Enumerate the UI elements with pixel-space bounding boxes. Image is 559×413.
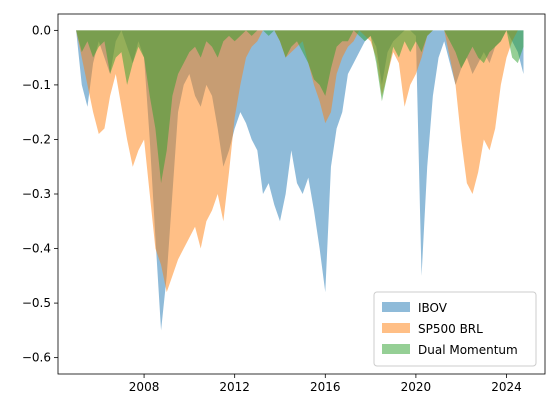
y-tick-label: −0.3 [22,187,51,201]
y-tick-label: −0.2 [22,132,51,146]
x-tick-label: 2024 [491,380,522,394]
legend: IBOV SP500 BRL Dual Momentum [373,291,537,367]
x-tick-label: 2008 [129,380,160,394]
areas-layer [76,30,524,331]
y-tick-label: −0.5 [22,296,51,310]
area-ibov [76,30,524,331]
legend-swatch [382,344,410,354]
legend-label: Dual Momentum [418,343,518,357]
x-tick-label: 2012 [219,380,250,394]
axes-layer: 0.0 −0.1 −0.2 −0.3 −0.4 −0.5 −0.6 2008 2012 2016 2… [22,13,546,394]
y-tick-label: −0.4 [22,242,51,256]
x-tick-label: 2020 [401,380,432,394]
x-tick-label: 2016 [310,380,341,394]
legend-box [373,291,537,367]
legend-swatch [382,302,410,312]
area-sp500-brl [76,30,524,293]
y-tick-label: −0.6 [22,351,51,365]
legend-swatch [382,323,410,333]
area-dual-momentum [76,30,524,184]
y-tick-label: 0.0 [32,23,51,37]
legend-label: SP500 BRL [418,322,483,336]
y-tick-label: −0.1 [22,78,51,92]
legend-label: IBOV [418,301,448,315]
